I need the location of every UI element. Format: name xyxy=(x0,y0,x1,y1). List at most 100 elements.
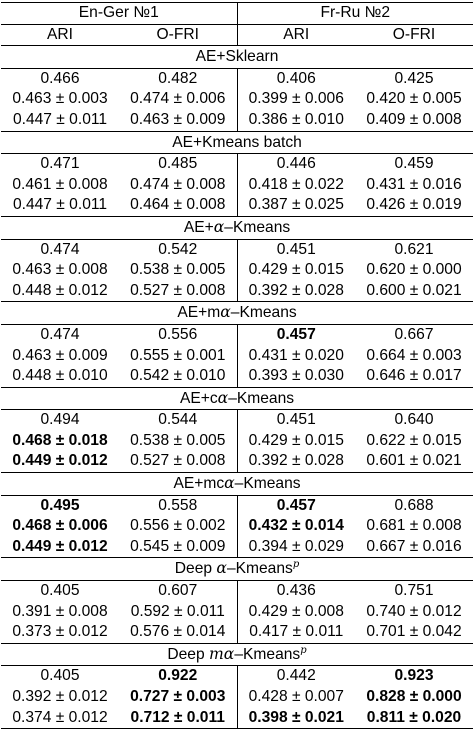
value-cell: 0.405 xyxy=(40,582,80,600)
table-row: 0.463 ± 0.008 0.538 ± 0.005 0.429 ± 0.015 0… xyxy=(1,260,473,281)
table-row: 0.405 0.922 0.442 0.923 xyxy=(1,665,473,687)
value-cell: 0.923 xyxy=(394,667,434,685)
value-cell: 0.542 xyxy=(119,239,238,261)
value-cell: 0.592 ± 0.011 xyxy=(119,601,238,623)
value-cell: 0.468 ± 0.006 xyxy=(12,517,108,535)
value-cell: 0.451 xyxy=(276,240,316,258)
table-row: 0.392 ± 0.012 0.727 ± 0.003 0.428 ± 0.007 0… xyxy=(1,687,473,708)
table-row: 0.447 ± 0.011 0.463 ± 0.009 0.386 ± 0.010 0… xyxy=(1,109,474,132)
value-cell: 0.545 ± 0.009 xyxy=(119,536,238,559)
value-cell: 0.387 ± 0.025 xyxy=(237,195,355,217)
section-title-row: AE+cα–Kmeans xyxy=(1,387,474,411)
value-cell: 0.495 xyxy=(40,496,80,514)
value-cell: 0.474 ± 0.006 xyxy=(119,89,238,110)
value-cell: 0.373 ± 0.012 xyxy=(1,622,119,644)
value-cell: 0.640 xyxy=(394,411,434,429)
dataset-1-header: En-Ger №1 xyxy=(1,2,238,25)
value-cell: 0.406 xyxy=(276,69,316,87)
value-cell: 0.436 xyxy=(276,582,316,600)
section-title: Deep mα–Kmeansp xyxy=(1,643,474,667)
table-row: 0.448 ± 0.012 0.527 ± 0.008 0.392 ± 0.028 0… xyxy=(1,280,474,303)
table-row: 0.495 0.558 0.457 0.688 xyxy=(1,495,473,517)
value-cell: 0.576 ± 0.014 xyxy=(119,622,238,644)
section-title-row: AE+α–Kmeans xyxy=(1,216,474,240)
section-title-suffix: –Kmeans xyxy=(224,218,291,236)
table-row: 0.449 ± 0.012 0.545 ± 0.009 0.394 ± 0.029 0… xyxy=(1,536,474,559)
dataset-header-row: En-Ger №1 Fr-Ru №2 xyxy=(1,2,474,25)
table-row: 0.461 ± 0.008 0.474 ± 0.008 0.418 ± 0.022 0… xyxy=(1,174,473,196)
section-title: AE+cα–Kmeans xyxy=(1,387,474,411)
value-cell: 0.558 xyxy=(119,495,238,517)
value-cell: 0.544 xyxy=(119,409,238,431)
value-cell: 0.426 ± 0.019 xyxy=(355,195,474,217)
metric-header-ofri-1: O-FRI xyxy=(119,24,238,47)
table-row: 0.474 0.542 0.451 0.621 xyxy=(1,239,473,261)
value-cell: 0.555 ± 0.001 xyxy=(119,345,238,367)
value-cell: 0.474 ± 0.008 xyxy=(119,174,238,196)
value-cell: 0.621 xyxy=(394,240,434,258)
value-cell: 0.417 ± 0.011 xyxy=(237,622,355,644)
value-cell: 0.398 ± 0.021 xyxy=(237,707,355,729)
table-row: 0.405 0.607 0.436 0.751 xyxy=(1,580,473,602)
section-title-prefix: AE+mc xyxy=(173,475,225,493)
table-row: 0.449 ± 0.012 0.527 ± 0.008 0.392 ± 0.028 0… xyxy=(1,451,474,474)
value-cell: 0.409 ± 0.008 xyxy=(355,109,474,132)
section-title-row: AE+Sklearn xyxy=(1,45,474,69)
section-title-row: Deep α–Kmeansp xyxy=(1,557,474,582)
value-cell: 0.457 xyxy=(276,325,316,343)
section-title-math: mα xyxy=(209,644,235,663)
value-cell: 0.622 ± 0.015 xyxy=(366,431,462,449)
value-cell: 0.600 ± 0.021 xyxy=(355,280,474,303)
table-row: 0.373 ± 0.012 0.576 ± 0.014 0.417 ± 0.011 0… xyxy=(1,622,474,644)
table-row: 0.468 ± 0.006 0.556 ± 0.002 0.432 ± 0.014 0… xyxy=(1,516,473,537)
value-cell: 0.459 xyxy=(394,155,434,173)
value-cell: 0.712 ± 0.011 xyxy=(119,707,238,729)
value-cell: 0.688 xyxy=(394,496,434,514)
value-cell: 0.556 ± 0.002 xyxy=(119,516,238,537)
section-title-prefix: Deep xyxy=(167,645,209,663)
value-cell: 0.431 ± 0.020 xyxy=(248,346,344,364)
value-cell: 0.394 ± 0.029 xyxy=(237,536,355,559)
value-cell: 0.449 ± 0.012 xyxy=(1,451,119,474)
section-title-suffix: –Kmeans xyxy=(234,475,301,493)
value-cell: 0.448 ± 0.010 xyxy=(1,366,119,388)
value-cell: 0.463 ± 0.003 xyxy=(12,90,108,108)
section-title-prefix: AE+c xyxy=(179,389,218,407)
section-title-prefix: AE+Sklearn xyxy=(195,48,279,66)
value-cell: 0.620 ± 0.000 xyxy=(366,261,462,279)
value-cell: 0.393 ± 0.030 xyxy=(237,366,355,388)
value-cell: 0.457 xyxy=(276,496,316,514)
metric-header-ari-1: ARI xyxy=(1,24,119,47)
section-title-prefix: AE+Kmeans batch xyxy=(172,133,302,151)
value-cell: 0.420 ± 0.005 xyxy=(366,90,462,108)
value-cell: 0.386 ± 0.010 xyxy=(237,109,355,132)
section-title-math: α xyxy=(213,217,225,236)
table-row: 0.374 ± 0.012 0.712 ± 0.011 0.398 ± 0.021 0… xyxy=(1,707,474,729)
value-cell: 0.538 ± 0.005 xyxy=(119,260,238,281)
section-title-row: AE+mα–Kmeans xyxy=(1,301,474,325)
section-title-math: α xyxy=(224,474,235,493)
table-row: 0.468 ± 0.018 0.538 ± 0.005 0.429 ± 0.015 0… xyxy=(1,430,473,452)
value-cell: 0.646 ± 0.017 xyxy=(355,366,474,388)
value-cell: 0.429 ± 0.008 xyxy=(248,602,344,620)
section-title: AE+Kmeans batch xyxy=(1,131,474,155)
section-title-prefix: AE+ xyxy=(183,218,214,236)
value-cell: 0.463 ± 0.009 xyxy=(119,109,238,132)
value-cell: 0.418 ± 0.022 xyxy=(248,175,344,193)
table-row: 0.463 ± 0.009 0.555 ± 0.001 0.431 ± 0.020 0… xyxy=(1,345,473,367)
value-cell: 0.446 xyxy=(276,155,316,173)
value-cell: 0.431 ± 0.016 xyxy=(366,175,462,193)
section-title: AE+mα–Kmeans xyxy=(1,301,474,325)
value-cell: 0.447 ± 0.011 xyxy=(1,109,119,132)
value-cell: 0.442 xyxy=(276,667,316,685)
value-cell: 0.468 ± 0.018 xyxy=(12,431,108,449)
value-cell: 0.727 ± 0.003 xyxy=(119,687,238,708)
value-cell: 0.681 ± 0.008 xyxy=(366,517,462,535)
section-title-math: α xyxy=(216,559,227,578)
value-cell: 0.494 xyxy=(40,411,80,429)
value-cell: 0.667 ± 0.016 xyxy=(355,536,474,559)
table-row: 0.391 ± 0.008 0.592 ± 0.011 0.429 ± 0.008 0… xyxy=(1,601,473,623)
section-title-suffix: –Kmeans xyxy=(228,389,295,407)
value-cell: 0.828 ± 0.000 xyxy=(366,688,462,705)
value-cell: 0.392 ± 0.028 xyxy=(237,451,355,474)
